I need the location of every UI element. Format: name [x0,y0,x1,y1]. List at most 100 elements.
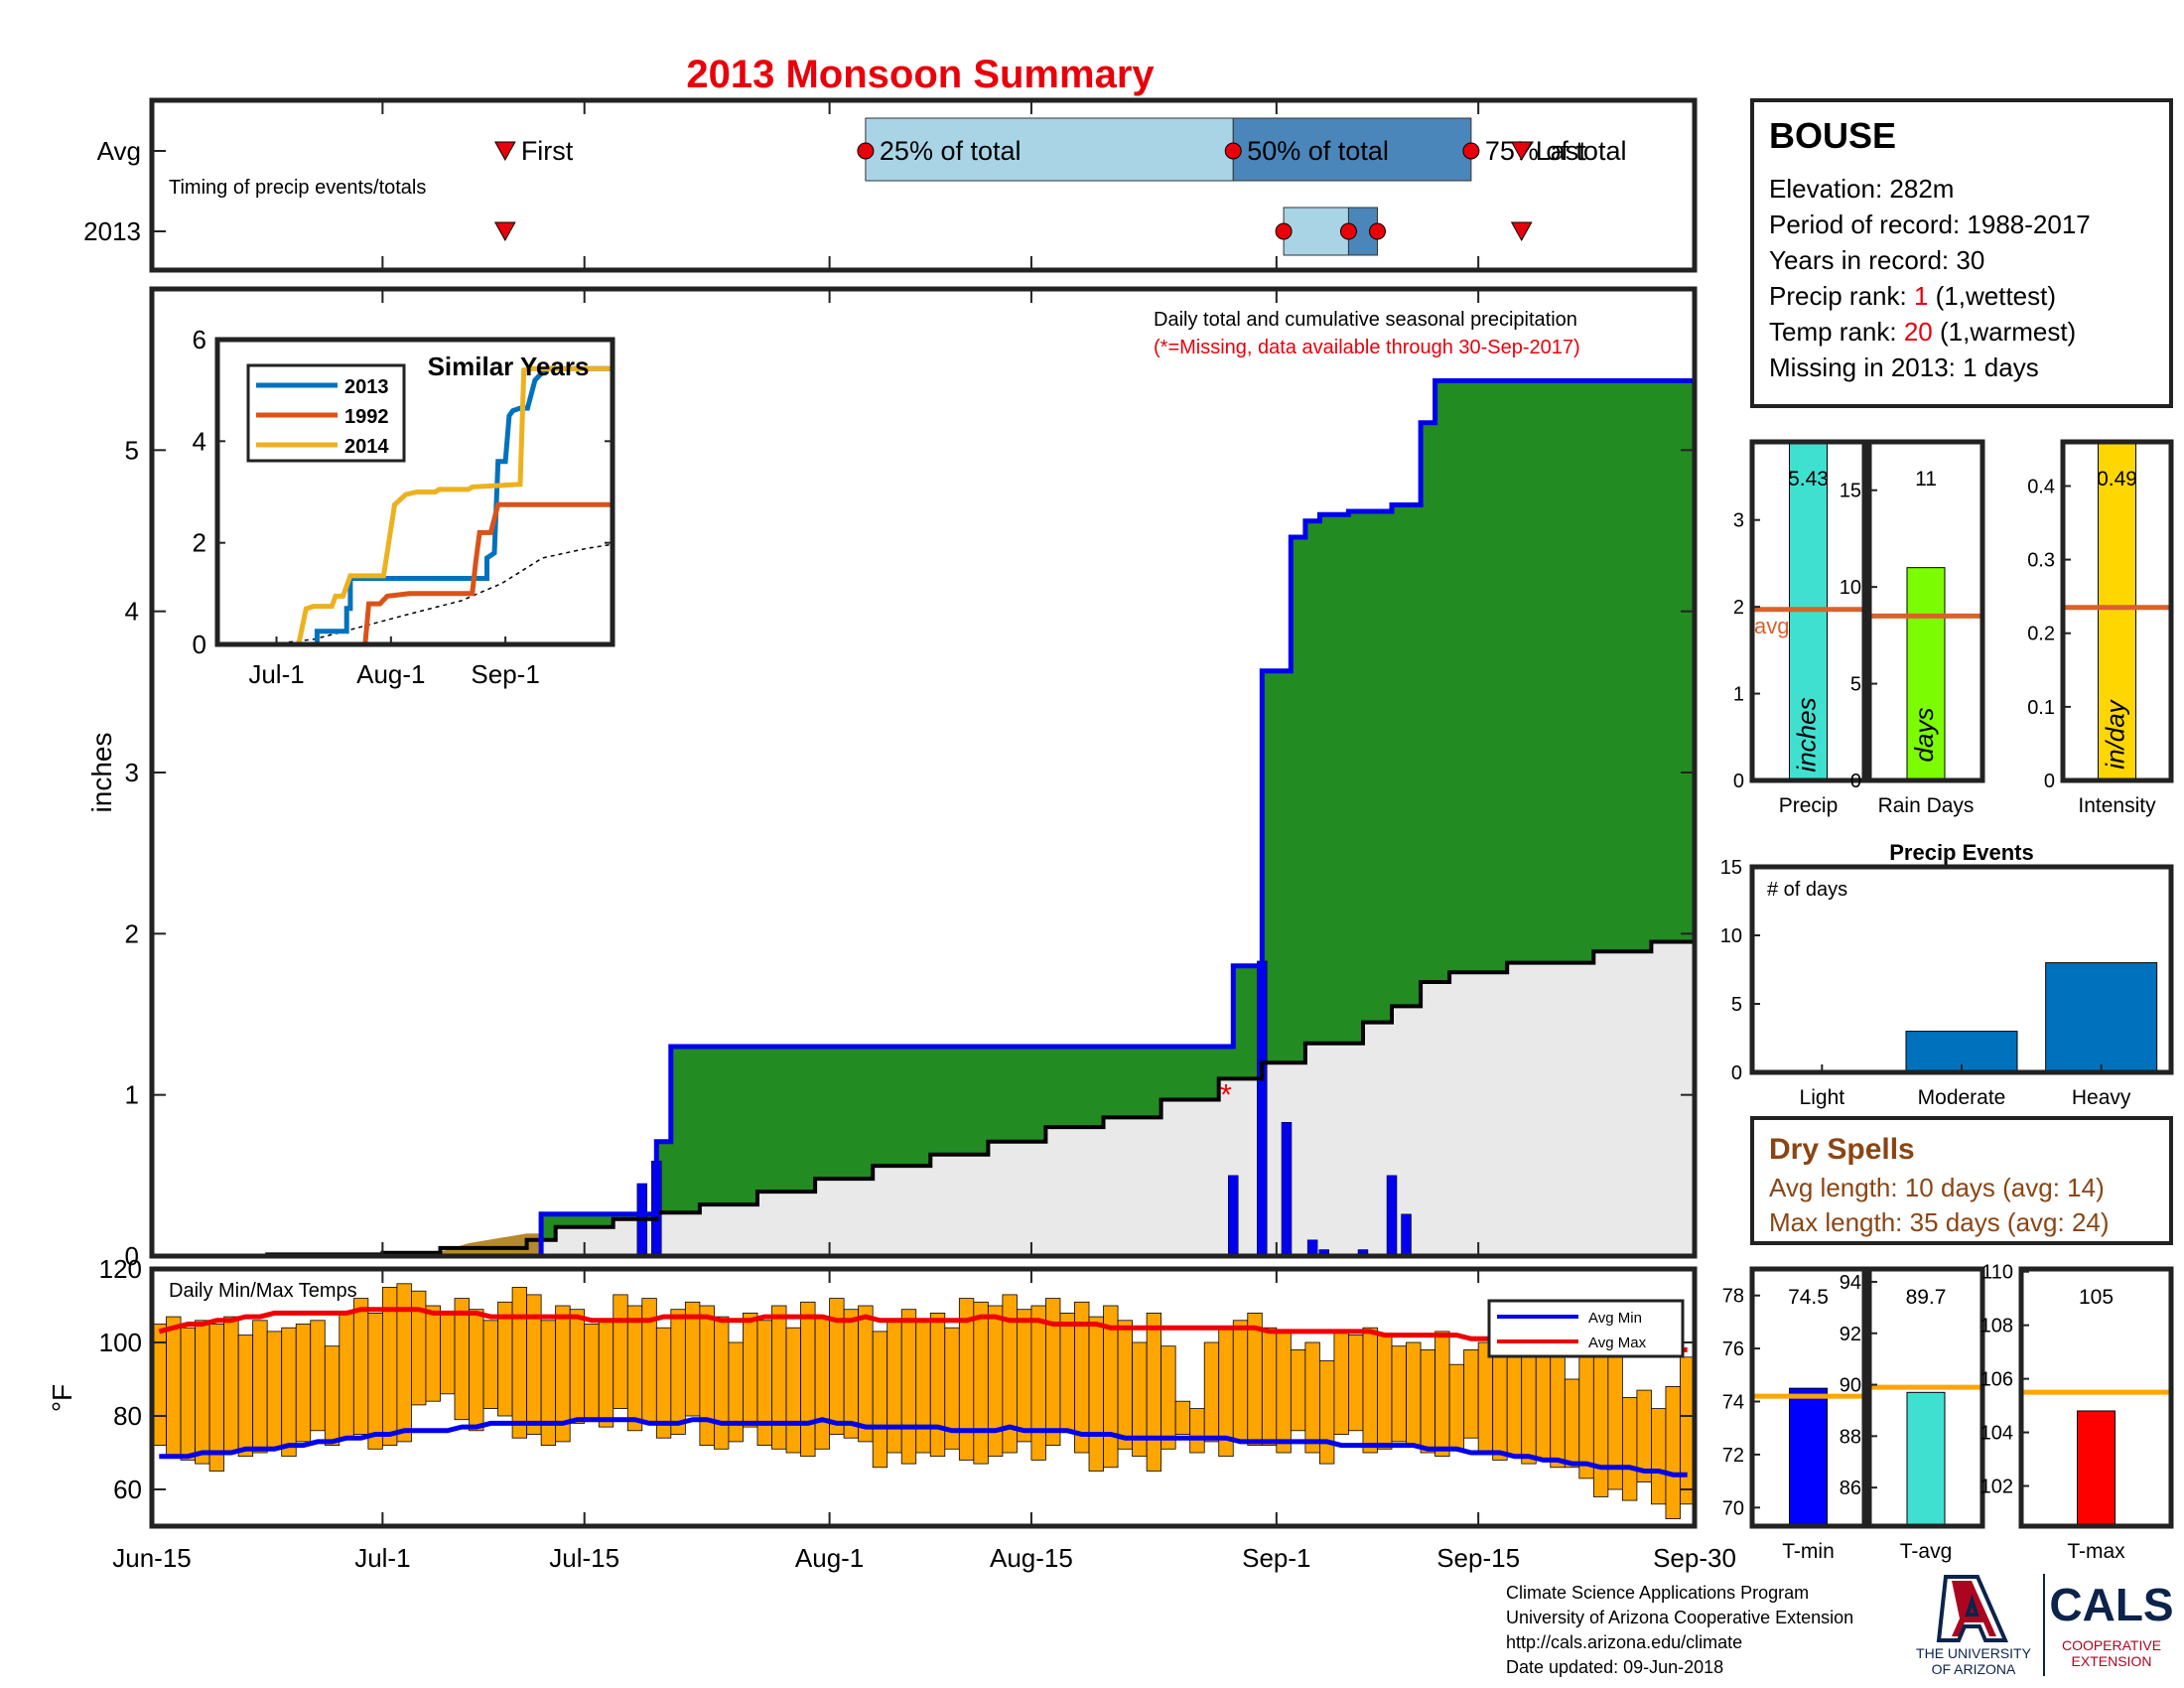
y2013-25-marker [1275,222,1293,240]
daily-temp-bar [1117,1320,1133,1450]
early-season-area [425,1233,542,1256]
daily-temp-bar [223,1316,239,1454]
daily-temp-bar [266,1331,283,1450]
dry-spells-box: Dry Spells Avg length: 10 days (avg: 14)… [1750,1116,2173,1245]
temp-x-tick-label: Sep-30 [1653,1543,1736,1573]
y-tick-label: 78 [1722,1286,1744,1308]
station-name: BOUSE [1769,115,1896,156]
small-bar-panel-rain-days: 11 days 0 5 10 15 Rain Days [1840,439,1985,817]
daily-precip-bar [1386,1175,1398,1257]
dry-spells-max-length: Max length: 35 days (avg: 24) [1769,1207,2110,1237]
station-period: Period of record: 1988-2017 [1769,210,2091,239]
panel-frame [1749,1266,1867,1529]
daily-temp-bar [1247,1313,1263,1447]
daily-temp-bar [843,1309,860,1439]
label-last: Last [1536,136,1587,166]
y-tick-label: 76 [1722,1338,1744,1360]
daily-temp-bar [814,1316,830,1450]
event-category-label: Moderate [1918,1086,2006,1109]
daily-precip-bar [1228,1175,1239,1257]
daily-temp-bar [511,1287,528,1439]
station-years: Years in record: 30 [1769,245,1984,275]
temp-x-tick-label: Sep-15 [1436,1543,1520,1573]
daily-temp-bar [252,1320,268,1454]
season-totals-bars: 5.43 inches avg 0 1 2 3 Precip 11 days 0 5 10 15 Rain … [1733,439,2174,817]
y-tick-label: 0.1 [2027,697,2055,719]
daily-temp-bar [440,1313,456,1395]
daily-temp-bar [352,1298,369,1435]
value-label: 11 [1915,468,1937,491]
temp-frame [149,1266,1698,1529]
value-bar [1789,1387,1828,1527]
label-50: 50% of total [1247,136,1389,166]
y-tick-label: 3 [125,758,139,787]
daily-temp-bar [310,1320,326,1432]
value-bar [1906,567,1946,781]
panel-label: T-avg [1900,1540,1953,1563]
inset-y-tick-label: 4 [193,426,206,456]
daily-temp-bar [1477,1341,1494,1454]
y2013-last-marker [1510,221,1533,242]
panel-frame [2060,439,2174,783]
daily-precip-bar [1281,1122,1293,1257]
daily-temp-bar [281,1327,297,1458]
temp-y-tick-label: 100 [99,1328,142,1357]
y-tick-label: 88 [1840,1426,1861,1448]
avg-50-marker [1224,142,1242,160]
y-tick-label: 86 [1840,1477,1861,1499]
events-y-note: # of days [1767,879,1847,901]
daily-temp-bar [569,1309,586,1424]
label-first: First [521,136,574,166]
footer-line-3: http://cals.arizona.edu/climate [1506,1632,1742,1652]
inset-series-1992 [217,501,613,647]
daily-temp-bar [195,1320,210,1465]
timing-note: Timing of precip events/totals [169,177,426,199]
row-label-avg: Avg [97,136,141,166]
daily-temp-bar [1535,1349,1552,1461]
value-label: 5.43 [1788,468,1829,491]
temp-y-tick-label: 80 [113,1401,142,1431]
daily-temp-bar [973,1301,989,1465]
y-tick-label: 0 [2044,771,2055,792]
precip-main-chart: * Daily total and cumulative seasonal pre… [86,286,1698,1271]
svg-text:CALS: CALS [2049,1579,2173,1630]
daily-temp-bar [1463,1349,1479,1439]
y2013-box-25-50 [1283,207,1349,256]
value-label: 105 [2079,1286,2114,1309]
daily-temp-bar [454,1298,470,1421]
temp-legend-box [1487,1299,1685,1358]
label-75: 75% of total [1485,136,1627,166]
daily-temp-bar [1189,1408,1205,1454]
daily-temp-bar [166,1316,182,1458]
daily-temp-bar [1290,1349,1306,1432]
daily-temp-bar [626,1305,643,1432]
panel-frame [1866,439,1985,783]
daily-temp-bar [1059,1313,1075,1432]
value-bar [1906,1391,1946,1527]
daily-temp-bar [887,1320,902,1454]
y-tick-label: 0.2 [2027,624,2055,645]
temp-x-tick-label: Aug-15 [990,1543,1073,1573]
events-frame [1749,864,2174,1075]
daily-temp-bar [1276,1331,1292,1454]
unit-label: inches [1792,697,1822,772]
temp-x-tick-label: Aug-1 [795,1543,864,1573]
daily-temp-bar [1146,1313,1162,1472]
daily-temp-bar [1391,1345,1407,1443]
panel-label: T-min [1782,1540,1835,1563]
avg-first-marker [493,141,516,162]
temp-bar-panel-t-avg: 89.7 86 88 90 92 94 T-avg [1840,1266,1985,1563]
temperature-chart: 60 80 100 120 Jun-15 Jul-1 Jul-15 Aug-1 Aug-15 Se… [47,1254,1736,1573]
daily-temp-bar [872,1331,888,1469]
y2013-50-marker [1339,222,1357,240]
daily-temp-bar [1017,1309,1032,1443]
legend-label-avg-min: Avg Min [1588,1310,1642,1327]
similar-years-inset: 0 2 4 6 Jul-1 Aug-1 Sep-1 Similar Years 2013 1992… [193,325,615,689]
station-info-box: BOUSE Elevation: 282m Period of record: … [1750,98,2173,408]
daily-temp-bar [670,1309,686,1435]
svg-text:THE UNIVERSITY: THE UNIVERSITY [1916,1645,2032,1661]
y-axis-label: inches [86,733,117,813]
daily-temp-bar [339,1313,354,1439]
footer-credits: Climate Science Applications Program Uni… [1506,1583,1853,1677]
